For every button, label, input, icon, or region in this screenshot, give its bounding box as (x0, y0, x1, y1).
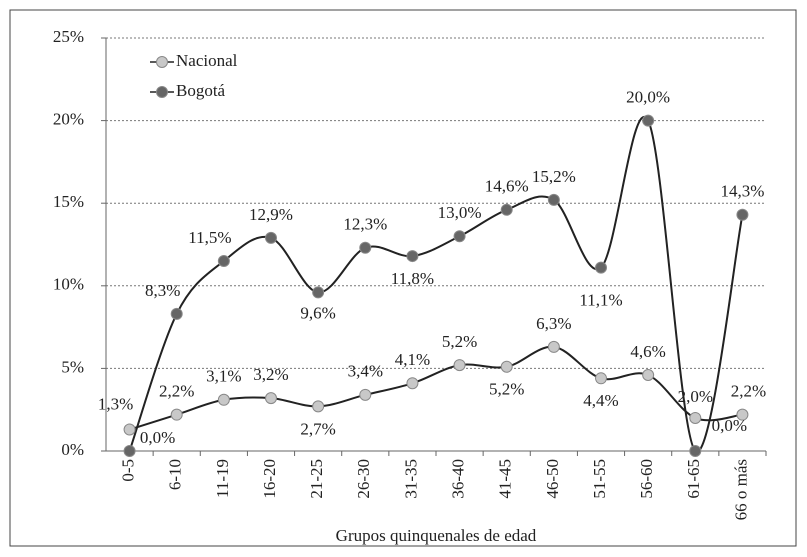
data-label: 0,0% (712, 416, 747, 435)
data-label: 15,2% (532, 167, 576, 186)
x-tick-label: 56-60 (637, 459, 656, 499)
data-label: 5,2% (442, 332, 477, 351)
data-label: 12,9% (249, 205, 293, 224)
series-point (453, 230, 466, 243)
data-label: 4,4% (583, 391, 618, 410)
legend-label: Bogotá (176, 81, 226, 100)
series-point (500, 203, 513, 216)
series-point (359, 241, 372, 254)
data-label: 6,3% (536, 314, 571, 333)
series-line (128, 115, 744, 453)
data-label: 3,1% (206, 367, 241, 386)
y-tick-label: 0% (61, 440, 84, 459)
series-point (312, 400, 325, 413)
data-label: 14,3% (720, 182, 764, 201)
data-label: 8,3% (145, 281, 180, 300)
series-point (736, 208, 749, 221)
data-label: 2,2% (159, 382, 194, 401)
y-tick-label: 15% (53, 192, 84, 211)
series-point (406, 377, 419, 390)
x-tick-label: 46-50 (543, 459, 562, 499)
data-label: 2,0% (678, 387, 713, 406)
data-label: 3,2% (253, 365, 288, 384)
x-tick-label: 11-19 (213, 459, 232, 498)
x-tick-label: 16-20 (260, 459, 279, 499)
series-point (265, 231, 277, 244)
data-label: 12,3% (343, 215, 387, 234)
series-point (547, 340, 560, 353)
x-tick-label: 41-45 (496, 459, 515, 499)
y-tick-label: 20% (53, 110, 84, 129)
series-point (217, 255, 230, 268)
series-point (642, 114, 655, 127)
series-point (265, 392, 277, 405)
data-label: 4,1% (395, 350, 430, 369)
data-label: 20,0% (626, 88, 670, 107)
data-label: 9,6% (300, 303, 335, 322)
x-tick-label: 51-55 (590, 459, 609, 499)
series-point (217, 393, 230, 406)
data-label: 4,6% (630, 342, 665, 361)
chart-frame (9, 9, 797, 547)
series-point (170, 408, 183, 421)
data-label: 11,8% (391, 269, 434, 288)
x-tick-label: 26-30 (354, 459, 373, 499)
x-tick-label: 6-10 (166, 459, 185, 490)
series-point (123, 423, 136, 436)
data-label: 11,5% (188, 228, 231, 247)
data-label: 1,3% (98, 394, 133, 413)
x-tick-label: 36-40 (448, 459, 467, 499)
data-label: 2,2% (731, 382, 766, 401)
x-tick-label: 66 o más (731, 459, 750, 520)
x-axis-title: Grupos quinquenales de edad (336, 526, 537, 545)
series-point (312, 286, 325, 299)
series-point (547, 193, 560, 206)
x-tick-label: 21-25 (307, 459, 326, 499)
data-label: 13,0% (438, 203, 482, 222)
data-label: 14,6% (485, 177, 529, 196)
series-point (406, 250, 419, 263)
series-point (642, 369, 655, 382)
series-point (123, 445, 136, 457)
legend-marker (156, 86, 168, 98)
data-label: 2,7% (300, 419, 335, 438)
y-tick-label: 5% (61, 357, 84, 376)
data-label: 5,2% (489, 380, 524, 399)
series-point (359, 388, 372, 401)
data-label: 11,1% (579, 291, 622, 310)
legend-marker (156, 56, 168, 68)
series-point (595, 261, 607, 274)
series-point (689, 411, 702, 424)
x-tick-label: 31-35 (401, 459, 420, 499)
data-label: 3,4% (348, 362, 383, 381)
series-point (595, 372, 607, 385)
y-tick-label: 10% (53, 275, 84, 294)
x-tick-label: 61-65 (684, 459, 703, 499)
data-label: 0,0% (140, 428, 175, 447)
x-tick-label: 0-5 (118, 459, 137, 482)
series-point (170, 307, 183, 320)
series-point (689, 445, 702, 457)
series-point (500, 360, 513, 373)
y-tick-label: 25% (53, 27, 84, 46)
series-point (453, 359, 466, 372)
series-point (736, 408, 749, 421)
legend-label: Nacional (176, 51, 238, 70)
